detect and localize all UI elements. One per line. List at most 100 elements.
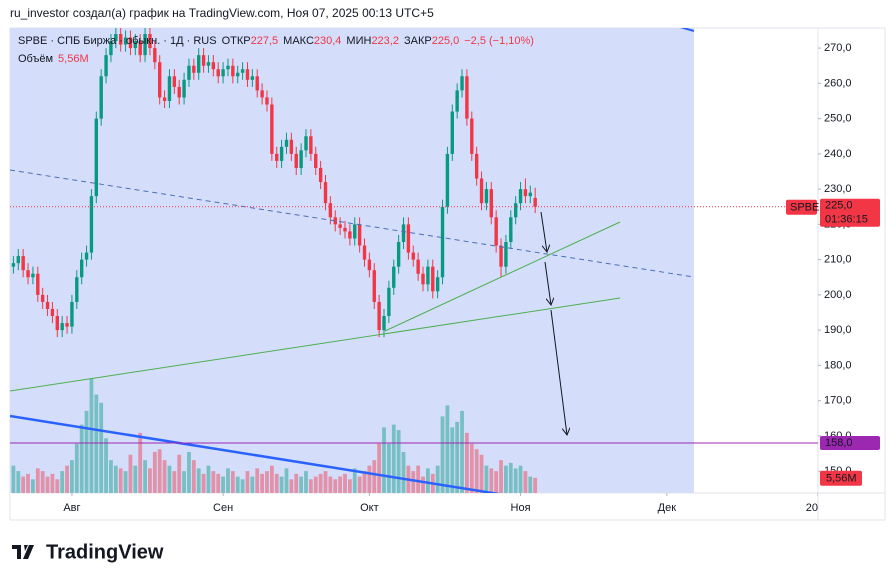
volume-bar bbox=[323, 471, 328, 493]
volume-bar bbox=[26, 473, 30, 493]
volume-bar bbox=[35, 468, 40, 493]
candle-body bbox=[94, 118, 99, 197]
volume-bar bbox=[494, 471, 499, 493]
logo-icon bbox=[12, 545, 34, 559]
candle-body bbox=[250, 76, 255, 80]
volume-bar bbox=[396, 430, 401, 493]
legend-key: ЗАКР bbox=[404, 35, 432, 47]
candle-body bbox=[387, 287, 391, 317]
candle-body bbox=[494, 217, 498, 246]
volume-bar bbox=[469, 443, 474, 493]
candle-body bbox=[216, 69, 220, 77]
volume-bar bbox=[74, 443, 79, 493]
trend-line bbox=[10, 297, 621, 392]
volume-bar bbox=[518, 465, 523, 493]
volume-bar bbox=[240, 479, 245, 493]
volume-bar bbox=[201, 473, 206, 493]
volume-bar bbox=[416, 465, 421, 493]
volume-bar bbox=[455, 421, 460, 493]
volume-bar bbox=[318, 473, 323, 493]
candle-body bbox=[138, 41, 142, 56]
volume-bar bbox=[513, 468, 518, 493]
volume-bar bbox=[479, 454, 484, 493]
candle-body bbox=[460, 76, 464, 91]
trend-line bbox=[10, 414, 501, 493]
volume-bar bbox=[528, 476, 533, 493]
volume-bar bbox=[167, 465, 172, 493]
candle-body bbox=[470, 118, 474, 154]
volume-bar bbox=[182, 471, 186, 493]
candle-body bbox=[362, 245, 367, 260]
candle-body bbox=[465, 76, 469, 119]
volume-bar bbox=[377, 443, 382, 493]
volume-bar bbox=[11, 465, 16, 493]
candle-body bbox=[60, 323, 64, 331]
candle-body bbox=[426, 266, 430, 285]
candle-body bbox=[489, 189, 493, 218]
candle-body bbox=[153, 48, 157, 63]
volume-bar bbox=[499, 460, 503, 493]
legend-value: 227,5 bbox=[251, 35, 279, 47]
volume-bar bbox=[465, 432, 469, 493]
candle-body bbox=[279, 146, 284, 161]
candle-body bbox=[372, 270, 376, 302]
header: ru_investor создал(а) график на TradingV… bbox=[10, 6, 434, 20]
volume-bar bbox=[16, 471, 21, 493]
candle-body bbox=[172, 76, 177, 87]
volume-bar bbox=[123, 471, 128, 493]
candle-body bbox=[513, 203, 518, 218]
candle-body bbox=[255, 76, 259, 91]
y-tick-label: 200,0 bbox=[824, 289, 852, 301]
volume-bar bbox=[226, 468, 230, 493]
volume-bar bbox=[382, 427, 386, 493]
volume-bar bbox=[504, 465, 508, 493]
candle-body bbox=[133, 41, 138, 49]
candle-body bbox=[294, 153, 298, 168]
volume-bar bbox=[235, 476, 240, 493]
x-tick-label: Ноя bbox=[511, 502, 531, 514]
candle-body bbox=[474, 153, 479, 179]
volume-bar bbox=[313, 476, 318, 493]
volume-bar bbox=[445, 405, 450, 493]
volume-bar bbox=[460, 410, 464, 493]
volume-bar bbox=[191, 460, 196, 493]
price-badge-label: 158,0 bbox=[825, 437, 853, 449]
highlight-zone bbox=[10, 28, 694, 493]
volume-bar bbox=[508, 462, 513, 493]
volume-bar bbox=[386, 443, 391, 493]
candle-body bbox=[148, 33, 152, 49]
volume-bar bbox=[294, 473, 299, 493]
candle-body bbox=[114, 33, 118, 42]
volume-bar bbox=[216, 473, 221, 493]
volume-bar bbox=[128, 454, 133, 493]
candle-body bbox=[499, 245, 503, 267]
volume-bar bbox=[352, 468, 357, 493]
axes: АвгСенОктНояДек2026150,0160,0170,0180,01… bbox=[10, 42, 880, 514]
candle-body bbox=[245, 69, 250, 80]
volume-bar bbox=[362, 471, 367, 493]
volume-badge bbox=[820, 470, 862, 486]
candle-body bbox=[84, 252, 89, 260]
volume-bar bbox=[148, 468, 152, 493]
volume-bar bbox=[411, 471, 416, 493]
volume-bar bbox=[421, 476, 425, 493]
candle-body bbox=[11, 263, 16, 267]
volume-bar bbox=[523, 471, 528, 493]
trend-line bbox=[679, 28, 695, 32]
candle-body bbox=[382, 316, 386, 331]
candle-body bbox=[348, 231, 352, 239]
volume-bar bbox=[230, 471, 235, 493]
volume-bar bbox=[21, 476, 26, 493]
candle-body bbox=[192, 65, 196, 73]
legend-value: 223,2 bbox=[371, 35, 399, 47]
candle-body bbox=[518, 189, 523, 204]
volume-bar bbox=[279, 476, 284, 493]
candle-body bbox=[118, 33, 123, 45]
volume-bar bbox=[104, 438, 108, 493]
candle-body bbox=[99, 76, 103, 119]
volume-bar bbox=[143, 460, 147, 493]
candle-body bbox=[435, 277, 440, 292]
legend-item: SPBE · СПБ Биржа · обыкн. · 1Д · RUS ОТКР… bbox=[18, 35, 534, 47]
volume-bar bbox=[484, 465, 489, 493]
